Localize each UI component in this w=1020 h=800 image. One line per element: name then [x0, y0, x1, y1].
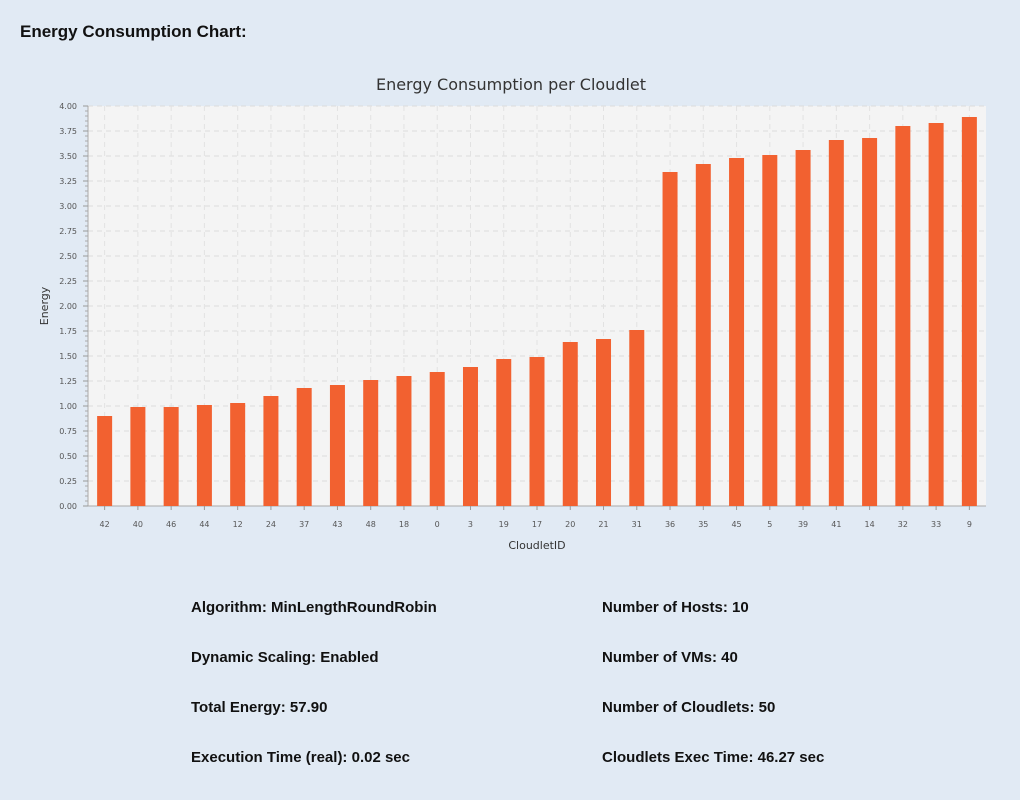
- x-tick-label: 40: [133, 520, 143, 529]
- bar-cloudlet-45: [729, 158, 745, 506]
- bar-cloudlet-17: [529, 357, 545, 506]
- x-tick-label: 45: [731, 520, 741, 529]
- y-tick-label: 0.25: [59, 477, 77, 486]
- x-tick-label: 31: [632, 520, 642, 529]
- y-tick-label: 3.25: [59, 177, 77, 186]
- cloudlets-exec-time-stat: Cloudlets Exec Time: 46.27 sec: [602, 749, 825, 766]
- x-tick-label: 41: [831, 520, 841, 529]
- x-tick-label: 36: [665, 520, 675, 529]
- bar-cloudlet-19: [496, 359, 512, 506]
- bar-cloudlet-20: [562, 342, 578, 506]
- bar-cloudlet-24: [263, 396, 279, 506]
- dynamic-scaling-stat: Dynamic Scaling: Enabled: [191, 649, 379, 666]
- x-tick-label: 46: [166, 520, 176, 529]
- y-axis-label: Energy: [38, 286, 51, 325]
- y-tick-label: 0.50: [59, 452, 77, 461]
- y-tick-label: 3.00: [59, 202, 77, 211]
- x-tick-label: 12: [233, 520, 243, 529]
- x-tick-label: 18: [399, 520, 409, 529]
- x-tick-label: 19: [499, 520, 509, 529]
- bar-cloudlet-40: [130, 407, 146, 506]
- y-tick-label: 1.75: [59, 327, 77, 336]
- y-tick-label: 2.00: [59, 302, 77, 311]
- bar-cloudlet-35: [695, 164, 711, 506]
- execution-time-stat: Execution Time (real): 0.02 sec: [191, 749, 410, 766]
- x-tick-label: 44: [199, 520, 209, 529]
- page-heading: Energy Consumption Chart:: [20, 22, 247, 41]
- bar-cloudlet-18: [396, 376, 412, 506]
- x-tick-label: 43: [332, 520, 342, 529]
- x-tick-label: 33: [931, 520, 941, 529]
- y-tick-label: 2.50: [59, 252, 77, 261]
- bar-cloudlet-9: [961, 117, 977, 506]
- y-tick-label: 3.50: [59, 152, 77, 161]
- bar-cloudlet-39: [795, 150, 811, 506]
- algorithm-stat: Algorithm: MinLengthRoundRobin: [191, 599, 437, 616]
- bar-cloudlet-32: [895, 126, 911, 506]
- bar-cloudlet-36: [662, 172, 678, 506]
- bar-cloudlet-48: [363, 380, 379, 506]
- bar-cloudlet-42: [97, 416, 113, 506]
- x-tick-label: 37: [299, 520, 309, 529]
- y-tick-label: 2.25: [59, 277, 77, 286]
- chart-title: Energy Consumption per Cloudlet: [376, 75, 646, 94]
- x-tick-label: 17: [532, 520, 542, 529]
- x-axis-ticks: 42 40 46 44 12 24 37 43 48 18 0 3 19 17 20 21 31 36 35 45 5 3…: [100, 506, 972, 529]
- x-tick-label: 24: [266, 520, 276, 529]
- x-tick-label: 42: [100, 520, 110, 529]
- hosts-stat: Number of Hosts: 10: [602, 599, 749, 616]
- x-tick-label: 3: [468, 520, 473, 529]
- bar-cloudlet-46: [163, 407, 179, 506]
- x-tick-label: 9: [967, 520, 972, 529]
- bar-cloudlet-41: [828, 140, 844, 506]
- bar-cloudlet-3: [462, 367, 478, 506]
- x-axis-label: CloudletID: [508, 539, 565, 552]
- y-tick-label: 4.00: [59, 102, 77, 111]
- bar-cloudlet-33: [928, 123, 944, 506]
- y-tick-label: 3.75: [59, 127, 77, 136]
- bar-cloudlet-37: [296, 388, 312, 506]
- vms-stat: Number of VMs: 40: [602, 649, 738, 666]
- bar-cloudlet-21: [596, 339, 612, 506]
- y-axis-ticks: 0.00 0.25 0.50 0.75 1.00 1.25 1.50 1.75 2.00 2.25…: [59, 102, 88, 511]
- total-energy-stat: Total Energy: 57.90: [191, 699, 328, 716]
- bar-cloudlet-31: [629, 330, 645, 506]
- x-tick-label: 39: [798, 520, 808, 529]
- y-tick-label: 1.25: [59, 377, 77, 386]
- bar-cloudlet-14: [862, 138, 878, 506]
- x-tick-label: 20: [565, 520, 575, 529]
- x-tick-label: 21: [598, 520, 608, 529]
- x-tick-label: 48: [366, 520, 376, 529]
- cloudlets-stat: Number of Cloudlets: 50: [602, 699, 776, 716]
- y-tick-label: 0.75: [59, 427, 77, 436]
- bar-cloudlet-0: [429, 372, 445, 506]
- y-tick-label: 0.00: [59, 502, 77, 511]
- x-tick-label: 35: [698, 520, 708, 529]
- x-tick-label: 32: [898, 520, 908, 529]
- y-tick-label: 1.00: [59, 402, 77, 411]
- x-tick-label: 14: [864, 520, 874, 529]
- y-tick-label: 2.75: [59, 227, 77, 236]
- x-tick-label: 5: [767, 520, 772, 529]
- bars: [97, 117, 977, 506]
- bar-cloudlet-5: [762, 155, 778, 506]
- x-tick-label: 0: [435, 520, 440, 529]
- bar-cloudlet-12: [230, 403, 246, 506]
- bar-cloudlet-43: [329, 385, 345, 506]
- y-tick-label: 1.50: [59, 352, 77, 361]
- energy-bar-chart: Energy Consumption per Cloudlet 0.00 0.25…: [38, 75, 986, 552]
- bar-cloudlet-44: [196, 405, 212, 506]
